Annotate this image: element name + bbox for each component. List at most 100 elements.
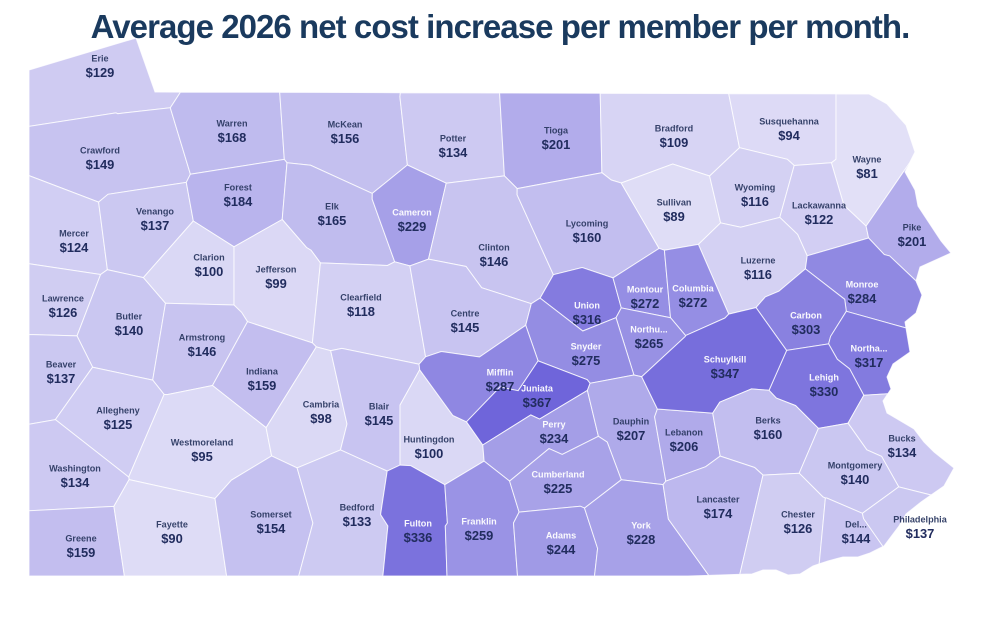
svg-text:$347: $347 <box>711 366 740 381</box>
svg-text:Schuylkill: Schuylkill <box>704 355 746 365</box>
svg-text:Crawford: Crawford <box>80 146 120 156</box>
svg-text:Allegheny: Allegheny <box>96 406 140 416</box>
svg-text:Wayne: Wayne <box>853 155 882 165</box>
svg-text:$146: $146 <box>480 254 509 269</box>
svg-text:Fulton: Fulton <box>404 519 432 529</box>
svg-text:Lycoming: Lycoming <box>566 219 609 229</box>
svg-text:$234: $234 <box>540 431 570 446</box>
svg-text:$225: $225 <box>544 481 573 496</box>
svg-text:$118: $118 <box>347 304 375 319</box>
svg-text:$134: $134 <box>888 445 918 460</box>
svg-text:$98: $98 <box>310 411 332 426</box>
svg-text:$140: $140 <box>841 472 870 487</box>
svg-text:Lebanon: Lebanon <box>665 428 703 438</box>
svg-text:$81: $81 <box>856 166 878 181</box>
svg-text:$116: $116 <box>744 267 772 282</box>
svg-text:Mercer: Mercer <box>59 229 89 239</box>
svg-text:Jefferson: Jefferson <box>256 265 297 275</box>
svg-text:$116: $116 <box>741 194 769 209</box>
svg-text:$159: $159 <box>248 378 277 393</box>
svg-text:$201: $201 <box>542 137 571 152</box>
svg-text:Monroe: Monroe <box>846 280 879 290</box>
svg-text:Montour: Montour <box>627 285 664 295</box>
svg-text:Venango: Venango <box>136 207 174 217</box>
svg-text:Carbon: Carbon <box>790 311 822 321</box>
svg-text:$109: $109 <box>660 135 689 150</box>
svg-text:$125: $125 <box>104 417 133 432</box>
svg-text:Union: Union <box>574 301 600 311</box>
svg-text:$229: $229 <box>398 219 427 234</box>
svg-text:$99: $99 <box>265 276 287 291</box>
svg-text:McKean: McKean <box>328 120 363 130</box>
svg-text:$272: $272 <box>679 295 708 310</box>
svg-text:$159: $159 <box>67 545 96 560</box>
svg-text:Cambria: Cambria <box>303 400 340 410</box>
svg-text:Westmoreland: Westmoreland <box>171 438 234 448</box>
svg-text:Lehigh: Lehigh <box>809 373 839 383</box>
svg-text:$122: $122 <box>805 212 834 227</box>
svg-text:Butler: Butler <box>116 312 143 322</box>
svg-text:Cumberland: Cumberland <box>531 470 584 480</box>
svg-text:York: York <box>631 521 651 531</box>
svg-text:Clearfield: Clearfield <box>340 293 381 303</box>
svg-text:Sullivan: Sullivan <box>657 198 692 208</box>
svg-text:Lancaster: Lancaster <box>697 495 740 505</box>
svg-text:$287: $287 <box>486 379 515 394</box>
svg-text:$303: $303 <box>792 322 821 337</box>
svg-text:Tioga: Tioga <box>544 126 569 136</box>
svg-text:Luzerne: Luzerne <box>741 256 776 266</box>
svg-text:Bedford: Bedford <box>340 503 375 513</box>
svg-text:$144: $144 <box>842 531 872 546</box>
svg-text:$165: $165 <box>318 213 347 228</box>
svg-text:$154: $154 <box>257 521 287 536</box>
svg-text:$206: $206 <box>670 439 699 454</box>
svg-text:$272: $272 <box>631 296 660 311</box>
svg-text:$330: $330 <box>810 384 839 399</box>
svg-text:$316: $316 <box>573 312 602 327</box>
svg-text:Bradford: Bradford <box>655 124 693 134</box>
svg-text:$201: $201 <box>898 234 927 249</box>
svg-text:$265: $265 <box>635 336 664 351</box>
svg-text:Clinton: Clinton <box>478 243 509 253</box>
svg-text:$184: $184 <box>224 194 254 209</box>
svg-text:Centre: Centre <box>451 309 480 319</box>
svg-text:$126: $126 <box>784 521 813 536</box>
svg-text:$284: $284 <box>848 291 878 306</box>
svg-text:$124: $124 <box>60 240 90 255</box>
svg-text:Susquehanna: Susquehanna <box>759 117 820 127</box>
svg-text:$156: $156 <box>331 131 360 146</box>
svg-text:$145: $145 <box>451 320 480 335</box>
svg-text:$133: $133 <box>343 514 372 529</box>
svg-text:Bucks: Bucks <box>888 434 915 444</box>
svg-text:Mifflin: Mifflin <box>487 368 514 378</box>
svg-text:Del...: Del... <box>845 520 867 530</box>
svg-text:$100: $100 <box>195 264 224 279</box>
svg-text:Columbia: Columbia <box>672 284 714 294</box>
svg-text:Dauphin: Dauphin <box>613 417 649 427</box>
svg-text:Juniata: Juniata <box>521 384 554 394</box>
svg-text:Indiana: Indiana <box>246 367 279 377</box>
svg-text:Perry: Perry <box>542 420 566 430</box>
svg-text:$126: $126 <box>49 305 78 320</box>
svg-text:Beaver: Beaver <box>46 360 77 370</box>
svg-text:$134: $134 <box>61 475 91 490</box>
svg-text:$174: $174 <box>704 506 734 521</box>
svg-text:Montgomery: Montgomery <box>828 461 884 471</box>
svg-text:$137: $137 <box>47 371 76 386</box>
svg-text:Washington: Washington <box>49 464 101 474</box>
svg-text:$146: $146 <box>188 344 217 359</box>
svg-text:$94: $94 <box>778 128 800 143</box>
svg-text:Erie: Erie <box>91 54 108 64</box>
svg-text:$140: $140 <box>115 323 144 338</box>
svg-text:Philadelphia: Philadelphia <box>893 515 948 525</box>
svg-text:$90: $90 <box>161 531 183 546</box>
svg-text:Chester: Chester <box>781 510 815 520</box>
svg-text:$137: $137 <box>141 218 170 233</box>
svg-text:Elk: Elk <box>325 202 340 212</box>
svg-text:$149: $149 <box>86 157 115 172</box>
svg-text:$100: $100 <box>415 446 444 461</box>
svg-text:$145: $145 <box>365 413 394 428</box>
svg-text:Potter: Potter <box>440 134 467 144</box>
svg-text:$89: $89 <box>663 209 685 224</box>
svg-text:Wyoming: Wyoming <box>735 183 776 193</box>
